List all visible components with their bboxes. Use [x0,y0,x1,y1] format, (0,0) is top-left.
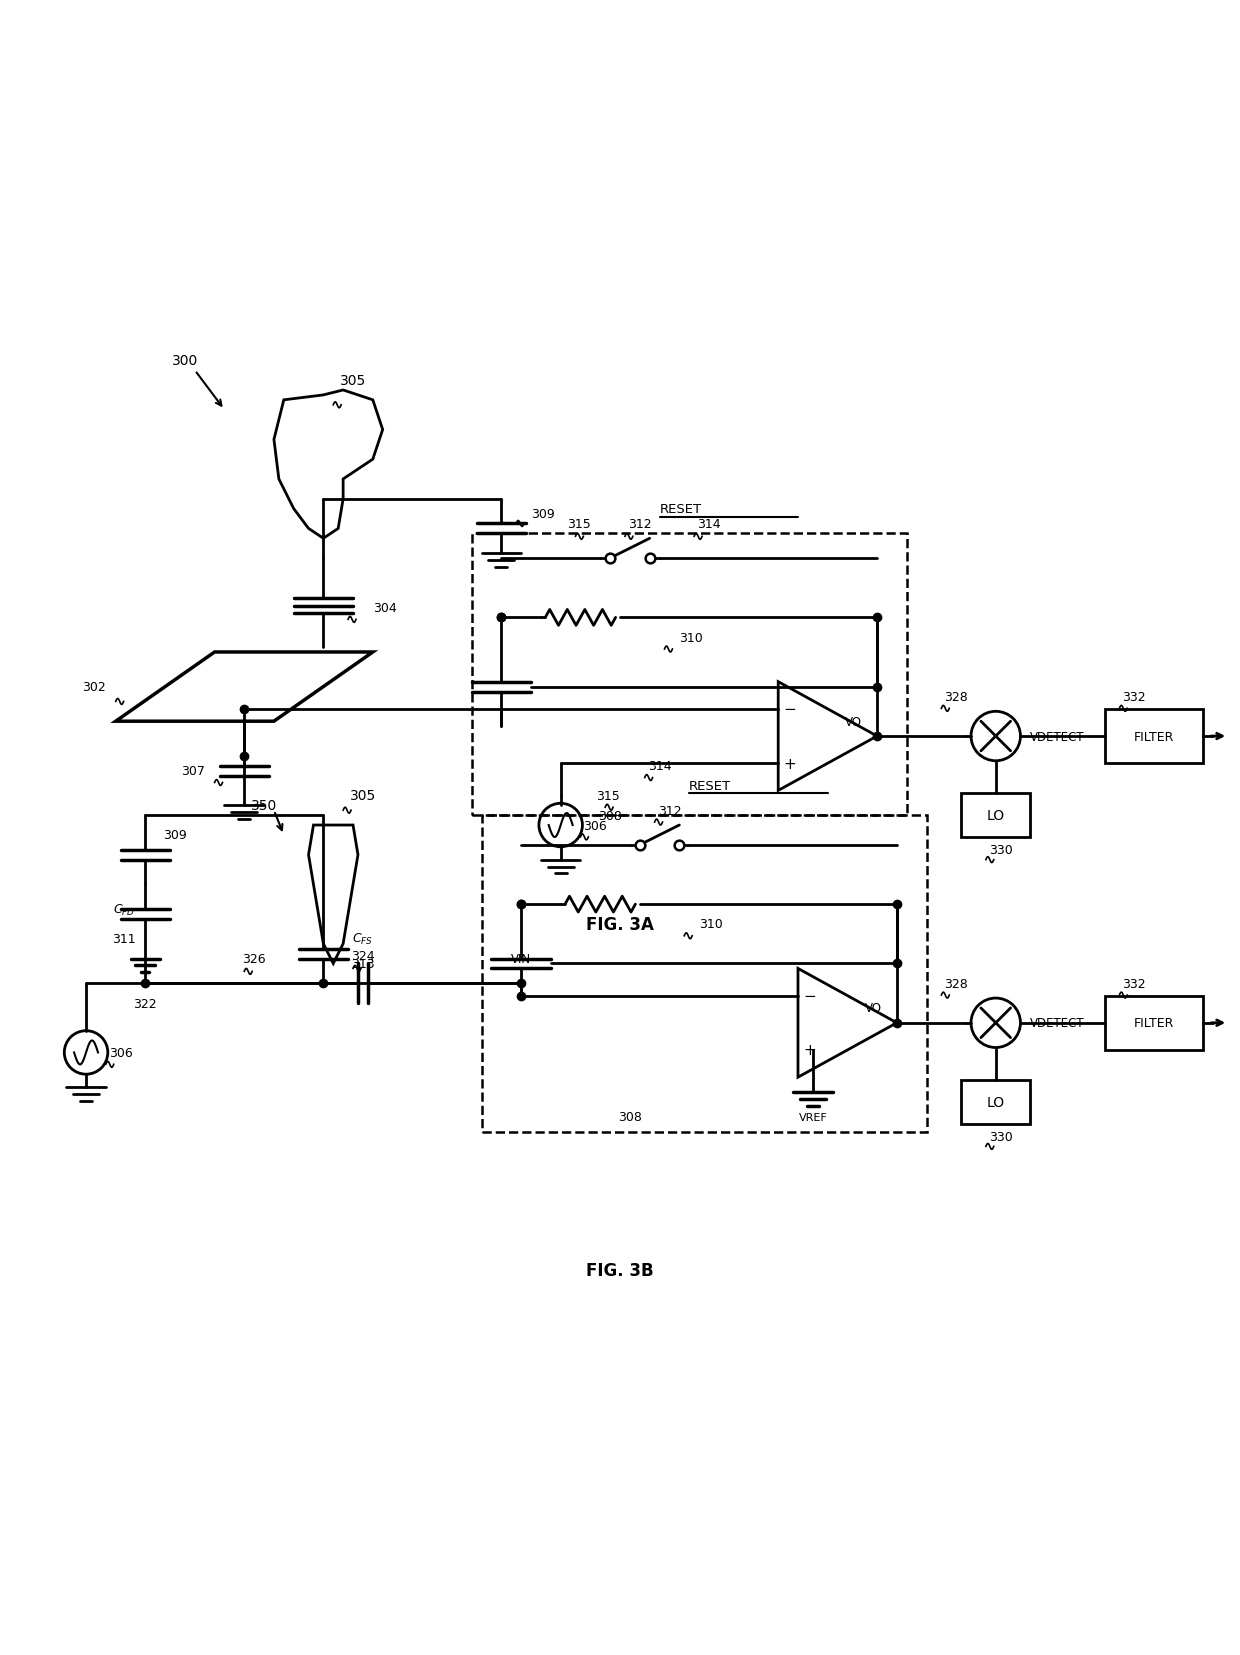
Bar [471,535,906,816]
Text: 309: 309 [531,508,554,521]
Text: 312: 312 [627,518,651,531]
Text: 315: 315 [567,518,590,531]
Bar [1105,996,1203,1051]
Text: 308: 308 [598,809,622,823]
Text: 332: 332 [1122,976,1146,990]
Text: RESET: RESET [660,503,702,516]
Text: $C_{FS}$: $C_{FS}$ [352,932,373,947]
Text: LO: LO [987,1096,1004,1109]
Bar [961,1081,1030,1124]
Text: 310: 310 [699,919,723,930]
Text: 306: 306 [583,819,608,832]
Text: 330: 330 [988,844,1013,857]
Text: VREF: VREF [799,1112,827,1122]
Text: RESET: RESET [689,780,732,793]
Text: FIG. 3B: FIG. 3B [587,1261,653,1279]
Bar [1105,710,1203,763]
Text: VDETECT: VDETECT [1030,730,1085,743]
Text: −: − [804,988,816,1003]
Text: 311: 311 [112,933,135,945]
Text: 324: 324 [351,950,374,963]
Text: VO: VO [846,715,862,728]
Text: LO: LO [987,809,1004,823]
Text: FILTER: FILTER [1133,730,1174,743]
Text: 312: 312 [657,804,681,818]
Text: 300: 300 [172,354,198,367]
Text: 314: 314 [647,760,671,773]
Text: 330: 330 [988,1130,1013,1144]
Text: 307: 307 [181,765,205,778]
Text: 328: 328 [945,690,968,703]
Text: 309: 309 [164,829,187,842]
Text: −: − [784,702,796,717]
Text: 326: 326 [242,952,265,965]
Text: 305: 305 [350,789,376,803]
Text: VIN: VIN [511,952,531,965]
Text: 302: 302 [82,680,105,693]
Text: $C_{FD}$: $C_{FD}$ [113,902,135,917]
Text: 315: 315 [596,789,620,803]
Text: +: + [784,756,796,771]
Text: +: + [804,1043,816,1058]
Text: 314: 314 [697,518,720,531]
Text: FIG. 3A: FIG. 3A [587,915,653,933]
Text: FILTER: FILTER [1133,1016,1174,1029]
Bar [961,793,1030,837]
Text: 313: 313 [351,957,374,970]
Text: 306: 306 [109,1046,133,1059]
Text: VDETECT: VDETECT [1030,1016,1085,1029]
Text: 308: 308 [618,1111,642,1124]
Text: 328: 328 [945,976,968,990]
Text: 322: 322 [134,996,157,1010]
Text: 304: 304 [373,602,397,614]
Text: 332: 332 [1122,690,1146,703]
Text: VO: VO [866,1001,882,1015]
Text: 305: 305 [340,374,366,387]
Bar [481,816,926,1132]
Text: 310: 310 [680,631,703,644]
Text: 350: 350 [250,799,278,813]
